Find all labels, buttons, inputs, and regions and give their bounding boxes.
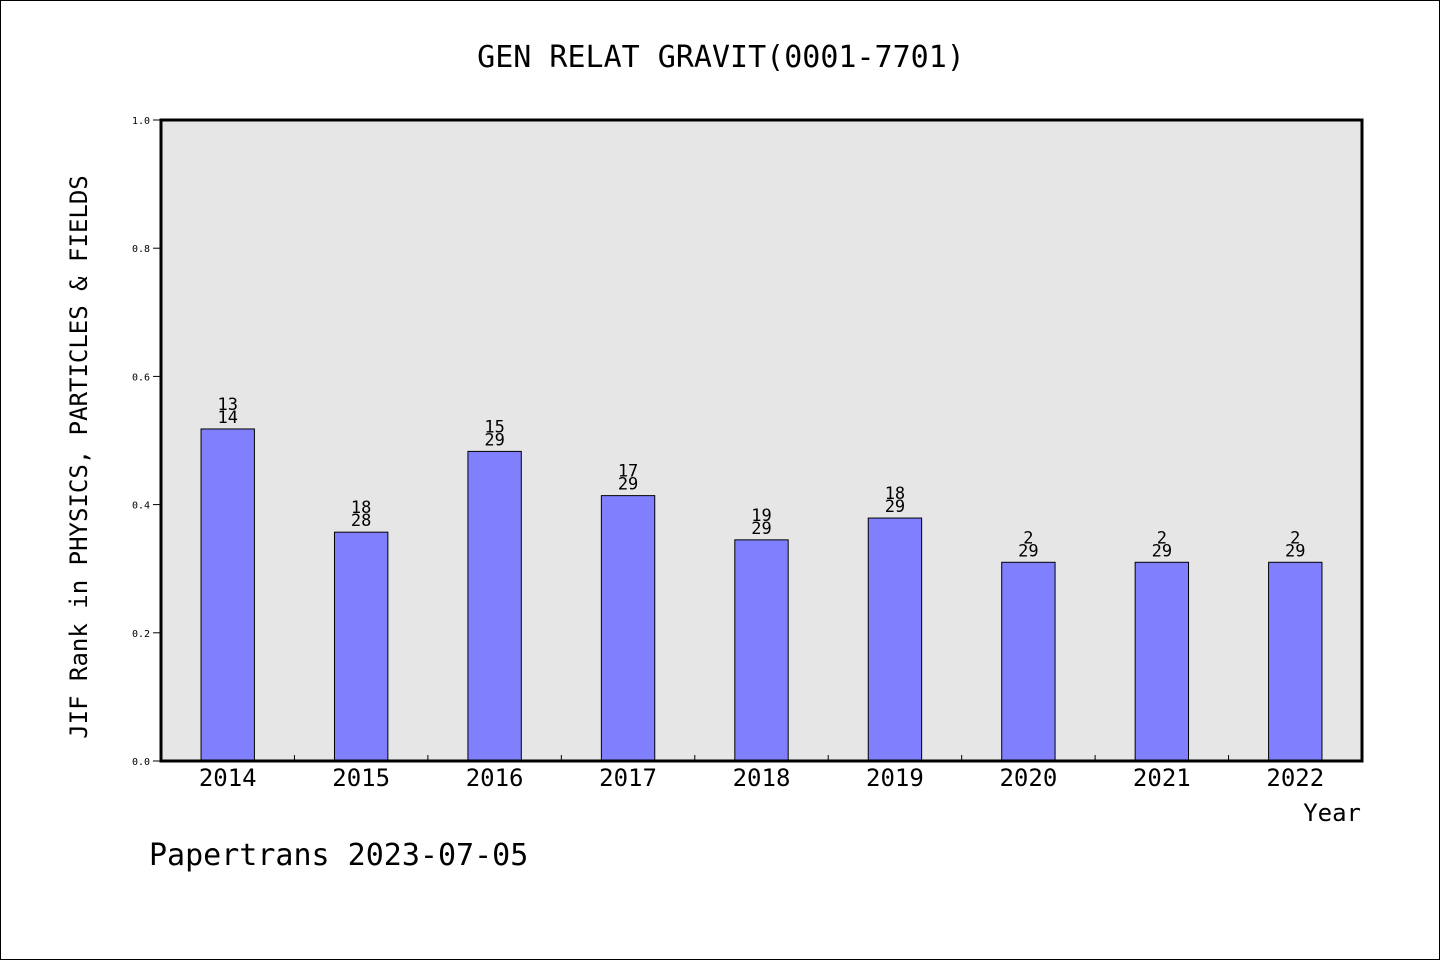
bar-2019 bbox=[867, 517, 923, 762]
y-axis-ticks: 0.0 0.2 0.4 0.6 0.8 1.0 bbox=[132, 116, 161, 768]
y-tick-label-0.6: 0.6 bbox=[132, 372, 150, 383]
bar-label-total-2014: 14 bbox=[217, 408, 237, 428]
bar-label-rank-2020: 2 bbox=[1023, 528, 1033, 548]
bar-label-total-2022: 29 bbox=[1285, 541, 1305, 561]
bar-2018 bbox=[734, 539, 789, 762]
y-tick-label-0.2: 0.2 bbox=[132, 629, 150, 640]
x-axis-ticks: 2014 2015 2016 2017 2018 2019 2020 2021 2022 bbox=[199, 755, 1324, 792]
bars-group bbox=[200, 428, 1323, 762]
y-tick-label-0.4: 0.4 bbox=[132, 501, 150, 512]
x-tick-label-2021: 2021 bbox=[1133, 764, 1191, 792]
bar-label-total-2021: 29 bbox=[1152, 541, 1172, 561]
x-tick-label-2017: 2017 bbox=[599, 764, 657, 792]
bar-2017 bbox=[600, 495, 656, 762]
chart-title: GEN RELAT GRAVIT(0001-7701) bbox=[477, 40, 965, 75]
bar-2020 bbox=[1001, 561, 1056, 762]
bar-label-rank-2022: 2 bbox=[1290, 528, 1300, 548]
bar-label-rank-2021: 2 bbox=[1157, 528, 1167, 548]
x-tick-label-2022: 2022 bbox=[1266, 764, 1324, 792]
bar-label-rank-2017: 17 bbox=[618, 462, 638, 482]
footer-credit: Papertrans 2023-07-05 bbox=[149, 838, 528, 873]
bar-label-total-2017: 29 bbox=[618, 475, 638, 495]
x-tick-label-2014: 2014 bbox=[199, 764, 257, 792]
bar-2015 bbox=[333, 531, 389, 762]
bar-label-rank-2018: 19 bbox=[751, 506, 771, 526]
x-axis-label: Year bbox=[1303, 799, 1361, 827]
x-tick-label-2018: 2018 bbox=[733, 764, 791, 792]
y-tick-label-0.0: 0.0 bbox=[132, 757, 150, 768]
x-tick-label-2019: 2019 bbox=[866, 764, 924, 792]
bar-2021 bbox=[1134, 561, 1190, 762]
x-tick-label-2016: 2016 bbox=[466, 764, 524, 792]
x-tick-label-2020: 2020 bbox=[999, 764, 1057, 792]
bar-label-rank-2014: 13 bbox=[217, 395, 237, 415]
bar-label-total-2015: 28 bbox=[351, 511, 371, 531]
bar-label-total-2019: 29 bbox=[885, 497, 905, 517]
bar-label-rank-2019: 18 bbox=[885, 484, 905, 504]
bar-label-total-2020: 29 bbox=[1018, 541, 1038, 561]
bar-label-total-2016: 29 bbox=[484, 430, 504, 450]
bar-2022 bbox=[1268, 561, 1323, 762]
plot-border bbox=[159, 118, 1364, 763]
bar-label-rank-2016: 15 bbox=[484, 417, 504, 437]
bar-2014 bbox=[200, 428, 255, 762]
y-tick-label-0.8: 0.8 bbox=[132, 244, 150, 255]
x-tick-label-2015: 2015 bbox=[332, 764, 390, 792]
bar-2016 bbox=[467, 450, 522, 762]
y-axis-label: JIF Rank in PHYSICS, PARTICLES & FIELDS bbox=[65, 175, 93, 739]
bar-label-total-2018: 29 bbox=[751, 519, 771, 539]
bar-label-rank-2015: 18 bbox=[351, 498, 371, 518]
y-tick-label-1.0: 1.0 bbox=[132, 116, 150, 127]
